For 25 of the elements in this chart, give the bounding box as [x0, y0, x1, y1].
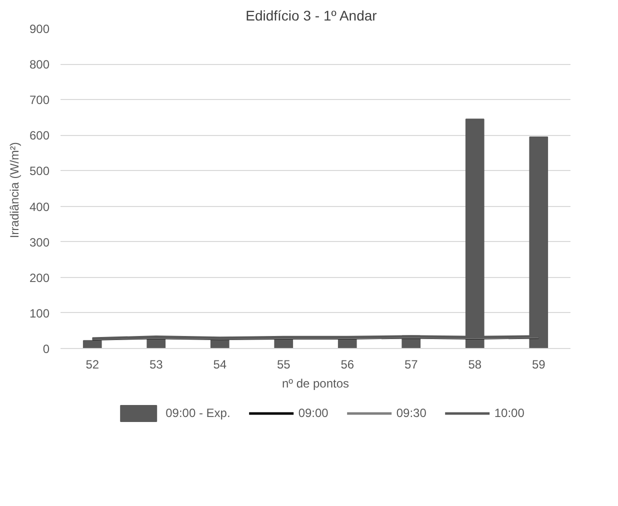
x-axis-title: nº de pontos: [282, 376, 350, 390]
x-tick-label: 55: [276, 358, 291, 372]
y-tick-label: 700: [29, 93, 50, 108]
legend-label: 09:00 - Exp.: [166, 406, 230, 420]
y-tick-label: 400: [29, 200, 50, 214]
x-tick-label: 54: [213, 358, 227, 372]
x-tick-label: 58: [468, 358, 482, 372]
legend-label: 10:00: [494, 406, 524, 420]
x-tick-label: 59: [532, 358, 546, 372]
x-tick-label: 53: [149, 358, 164, 372]
chart-title: Edidfício 3 - 1º Andar: [246, 8, 378, 24]
legend-label: 09:30: [396, 406, 426, 420]
x-tick-label: 52: [86, 358, 100, 372]
y-tick-label: 0: [42, 342, 50, 356]
y-tick-label: 300: [29, 235, 50, 250]
y-tick-label: 800: [29, 58, 50, 72]
y-tick-label: 500: [29, 164, 50, 178]
y-tick-label: 600: [29, 128, 50, 143]
y-tick-label: 100: [29, 306, 50, 320]
x-tick-label: 57: [404, 358, 418, 372]
y-axis-title: Irradiância (W/m²): [7, 142, 22, 238]
x-tick-label: 56: [340, 358, 354, 372]
y-tick-label: 900: [29, 22, 50, 36]
y-tick-label: 200: [29, 270, 50, 285]
legend-label: 09:00: [298, 406, 328, 420]
